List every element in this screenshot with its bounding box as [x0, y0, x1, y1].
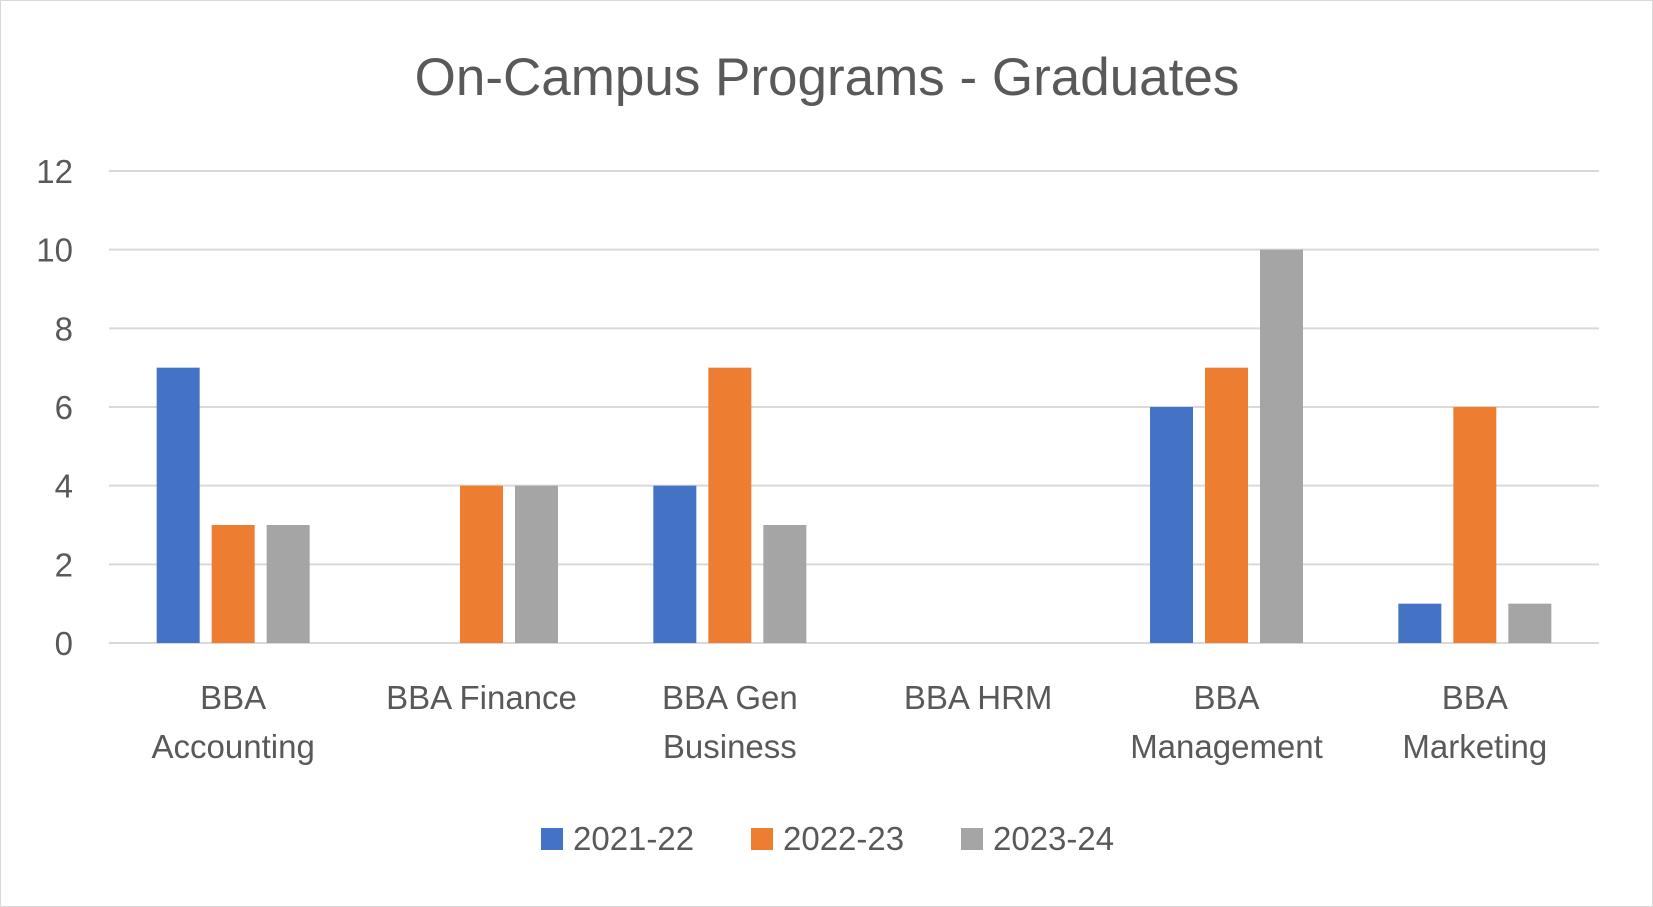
x-category-label: BBA Finance: [386, 679, 577, 716]
y-tick-label: 6: [55, 389, 73, 426]
bar-2021-22-4: [1150, 407, 1193, 643]
x-category-label: BBA Accounting: [152, 679, 315, 765]
x-category-label-line: Management: [1130, 728, 1323, 765]
legend-swatch-2021-22: [541, 828, 563, 850]
x-category-label-line: BBA Gen: [662, 679, 798, 716]
bar-2023-24-5: [1508, 603, 1552, 643]
x-category-label-line: BBA: [1442, 679, 1508, 716]
legend-swatch-2022-23: [751, 828, 773, 850]
bar-2021-22-5: [1398, 603, 1442, 643]
bar-2023-24-0: [266, 525, 310, 643]
bar-2022-23-2: [708, 367, 752, 643]
y-axis-ticks: 0 2 4 6 8 10 12: [36, 153, 73, 662]
bar-2023-24-2: [763, 525, 807, 643]
x-category-label: BBA HRM: [904, 679, 1053, 716]
x-category-label-line: Business: [663, 728, 797, 765]
legend-label: 2021-22: [573, 820, 694, 857]
bar-2023-24-1: [515, 485, 558, 643]
x-category-label-line: Accounting: [152, 728, 315, 765]
x-category-label: BBA Management: [1130, 679, 1323, 765]
legend: 2021-22 2022-23 2023-24: [541, 820, 1114, 857]
y-tick-label: 4: [55, 468, 73, 505]
bar-2021-22-2: [653, 485, 697, 643]
bar-2022-23-0: [211, 525, 255, 643]
legend-label: 2023-24: [993, 820, 1114, 857]
bars: [156, 249, 1552, 643]
legend-swatch-2023-24: [961, 828, 983, 850]
x-category-label: BBA Marketing: [1402, 679, 1547, 765]
legend-label: 2022-23: [783, 820, 904, 857]
x-category-label-line: BBA Finance: [386, 679, 577, 716]
y-tick-label: 12: [36, 153, 73, 190]
x-category-label: BBA Gen Business: [662, 679, 798, 765]
bar-2021-22-0: [156, 367, 200, 643]
y-tick-label: 0: [55, 625, 73, 662]
x-category-label-line: BBA: [200, 679, 266, 716]
x-category-label-line: BBA HRM: [904, 679, 1053, 716]
y-tick-label: 8: [55, 310, 73, 347]
bar-2022-23-5: [1453, 407, 1497, 643]
y-tick-label: 10: [36, 232, 73, 269]
bar-2022-23-4: [1205, 367, 1248, 643]
chart-title: On-Campus Programs - Graduates: [415, 48, 1240, 107]
bar-2022-23-1: [460, 485, 503, 643]
x-category-label-line: Marketing: [1402, 728, 1547, 765]
x-category-label-line: BBA: [1193, 679, 1259, 716]
bar-2023-24-4: [1260, 249, 1303, 643]
y-tick-label: 2: [55, 546, 73, 583]
gridlines: [109, 170, 1599, 644]
